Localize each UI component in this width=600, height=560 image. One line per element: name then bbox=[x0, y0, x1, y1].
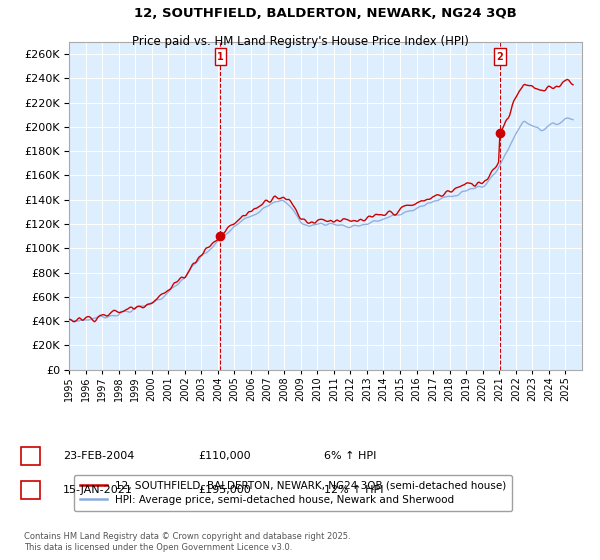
Text: 2: 2 bbox=[497, 52, 503, 62]
Text: Price paid vs. HM Land Registry's House Price Index (HPI): Price paid vs. HM Land Registry's House … bbox=[131, 35, 469, 48]
Text: Contains HM Land Registry data © Crown copyright and database right 2025.
This d: Contains HM Land Registry data © Crown c… bbox=[24, 532, 350, 552]
Text: 15-JAN-2021: 15-JAN-2021 bbox=[63, 485, 133, 495]
Legend: 12, SOUTHFIELD, BALDERTON, NEWARK, NG24 3QB (semi-detached house), HPI: Average : 12, SOUTHFIELD, BALDERTON, NEWARK, NG24 … bbox=[74, 475, 512, 511]
Text: 2: 2 bbox=[27, 485, 34, 495]
Text: 23-FEB-2004: 23-FEB-2004 bbox=[63, 451, 134, 461]
FancyBboxPatch shape bbox=[215, 48, 226, 65]
Text: £110,000: £110,000 bbox=[198, 451, 251, 461]
Text: 1: 1 bbox=[27, 451, 34, 461]
FancyBboxPatch shape bbox=[494, 48, 506, 65]
Title: 12, SOUTHFIELD, BALDERTON, NEWARK, NG24 3QB: 12, SOUTHFIELD, BALDERTON, NEWARK, NG24 … bbox=[134, 7, 517, 20]
Text: 12% ↑ HPI: 12% ↑ HPI bbox=[324, 485, 383, 495]
Text: £195,000: £195,000 bbox=[198, 485, 251, 495]
Text: 6% ↑ HPI: 6% ↑ HPI bbox=[324, 451, 376, 461]
Text: 1: 1 bbox=[217, 52, 224, 62]
